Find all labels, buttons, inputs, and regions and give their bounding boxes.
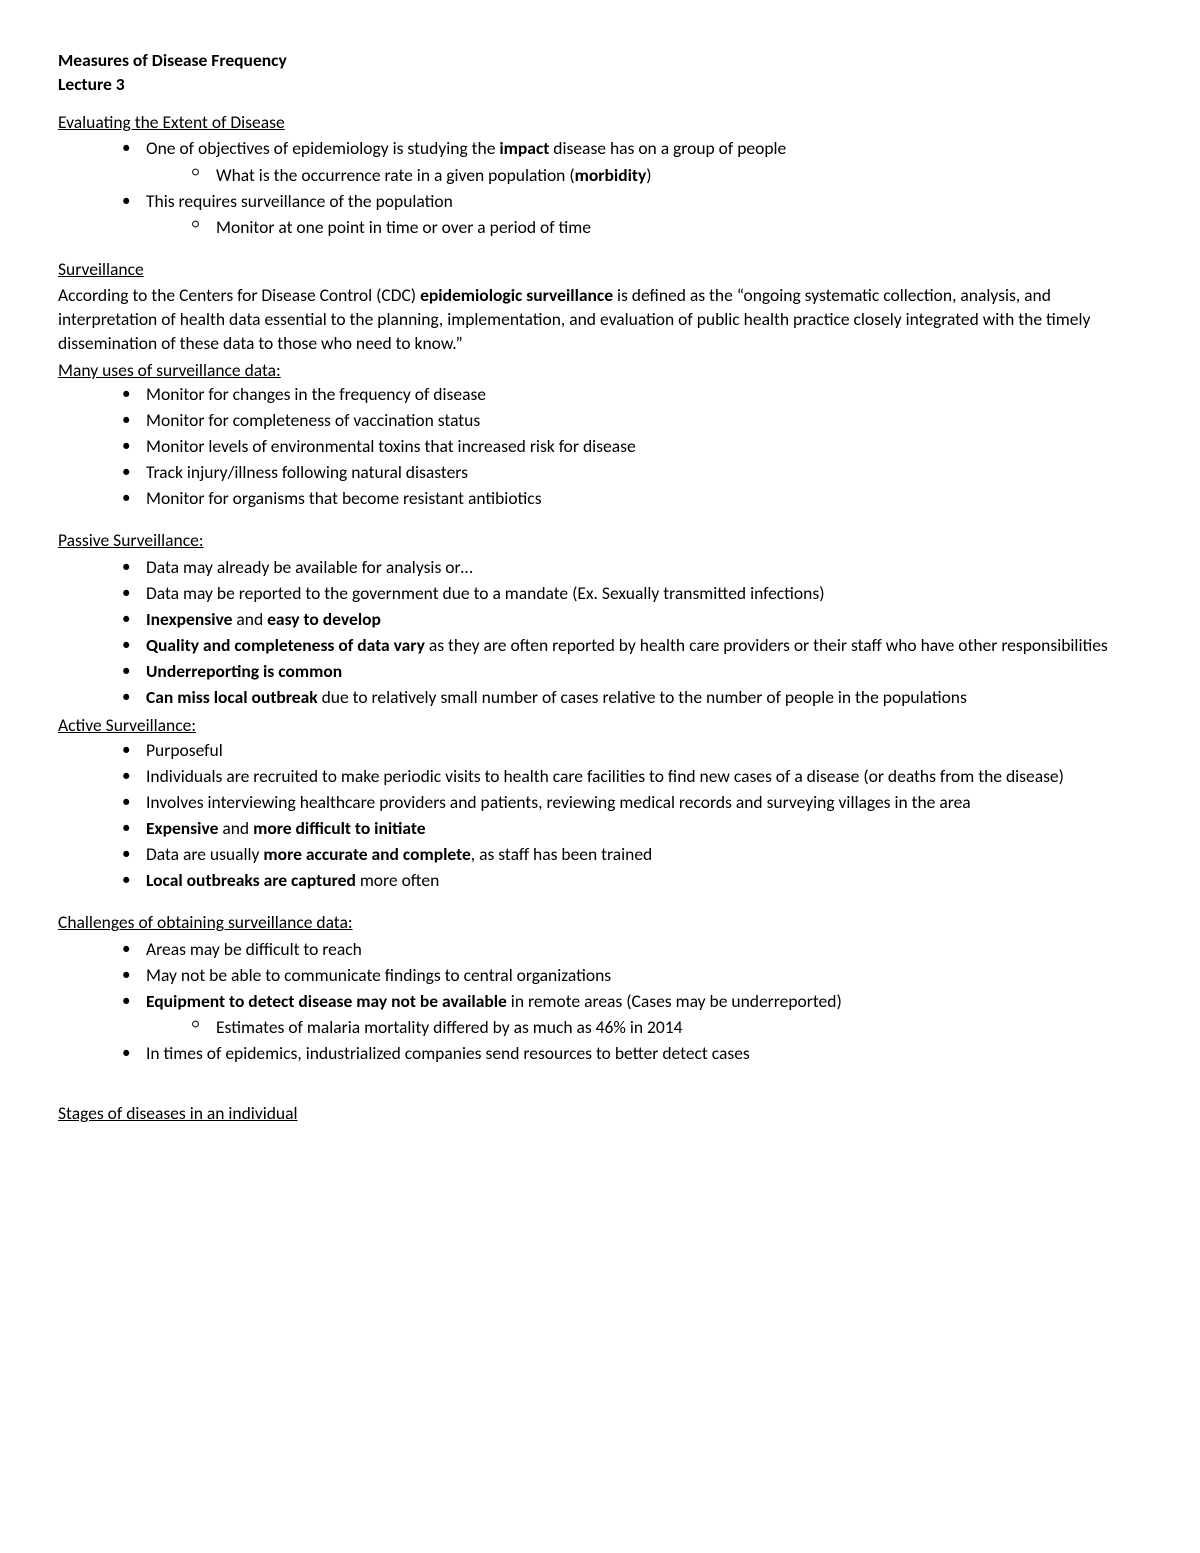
text: and [232, 608, 267, 630]
text: In times of epidemics, industrialized co… [146, 1042, 750, 1064]
list-item: Monitor for completeness of vaccination … [122, 408, 1142, 432]
list-item: Involves interviewing healthcare provide… [122, 790, 1142, 814]
evaluating-list: One of objectives of epidemiology is stu… [58, 136, 1142, 239]
list-item: Areas may be difficult to reach [122, 937, 1142, 961]
uses-list: Monitor for changes in the frequency of … [58, 382, 1142, 511]
heading-evaluating: Evaluating the Extent of Disease [58, 110, 1142, 134]
bold-text: morbidity [575, 164, 647, 186]
text: Data are usually [146, 843, 263, 865]
text: as they are often reported by health car… [425, 634, 1108, 656]
list-item: Equipment to detect disease may not be a… [122, 989, 1142, 1039]
heading-challenges: Challenges of obtaining surveillance dat… [58, 910, 1142, 934]
list-item: In times of epidemics, industrialized co… [122, 1041, 1142, 1065]
list-item: Underreporting is common [122, 659, 1142, 683]
heading-stages: Stages of diseases in an individual [58, 1101, 1142, 1125]
text: Purposeful [146, 739, 223, 761]
list-item: Monitor levels of environmental toxins t… [122, 434, 1142, 458]
text: What is the occurrence rate in a given p… [216, 164, 575, 186]
text: Individuals are recruited to make period… [146, 765, 1064, 787]
list-item: Can miss local outbreak due to relativel… [122, 685, 1142, 709]
list-item: Expensive and more difficult to initiate [122, 816, 1142, 840]
text: and [218, 817, 253, 839]
list-item: Monitor for changes in the frequency of … [122, 382, 1142, 406]
title-block: Measures of Disease Frequency Lecture 3 [58, 48, 1142, 96]
surveillance-paragraph: According to the Centers for Disease Con… [58, 283, 1142, 355]
text: This requires surveillance of the popula… [146, 190, 453, 212]
text: Estimates of malaria mortality differed … [216, 1016, 683, 1038]
text: One of objectives of epidemiology is stu… [146, 137, 499, 159]
list-item: Quality and completeness of data vary as… [122, 633, 1142, 657]
bold-text: easy to develop [267, 608, 381, 630]
text: Data may already be available for analys… [146, 556, 473, 578]
text: Monitor for organisms that become resist… [146, 487, 542, 509]
list-item: This requires surveillance of the popula… [122, 189, 1142, 239]
challenges-list: Areas may be difficult to reach May not … [58, 937, 1142, 1066]
text: , as staff has been trained [471, 843, 653, 865]
text: Monitor for completeness of vaccination … [146, 409, 480, 431]
text: ) [646, 164, 651, 186]
passive-list: Data may already be available for analys… [58, 555, 1142, 710]
sub-list: Estimates of malaria mortality differed … [146, 1015, 1142, 1039]
text: Data may be reported to the government d… [146, 582, 825, 604]
text: Areas may be difficult to reach [146, 938, 362, 960]
list-item: Data may already be available for analys… [122, 555, 1142, 579]
heading-active: Active Surveillance: [58, 713, 1142, 737]
text: Monitor at one point in time or over a p… [216, 216, 591, 238]
bold-text: Local outbreaks are captured [146, 869, 356, 891]
bold-text: Equipment to detect disease may not be a… [146, 990, 507, 1012]
text: According to the Centers for Disease Con… [58, 284, 420, 306]
bold-text: more accurate and complete [263, 843, 470, 865]
text: Involves interviewing healthcare provide… [146, 791, 971, 813]
list-item: Data may be reported to the government d… [122, 581, 1142, 605]
list-item: May not be able to communicate findings … [122, 963, 1142, 987]
heading-uses: Many uses of surveillance data: [58, 358, 1142, 382]
text: more often [356, 869, 439, 891]
heading-passive: Passive Surveillance: [58, 528, 1142, 552]
bold-text: impact [499, 137, 549, 159]
doc-subtitle: Lecture 3 [58, 72, 1142, 96]
bold-text: epidemiologic surveillance [420, 284, 613, 306]
list-item: Track injury/illness following natural d… [122, 460, 1142, 484]
bold-text: Expensive [146, 817, 218, 839]
sub-item: Estimates of malaria mortality differed … [192, 1015, 1142, 1039]
list-item: Purposeful [122, 738, 1142, 762]
list-item: One of objectives of epidemiology is stu… [122, 136, 1142, 186]
text: Monitor for changes in the frequency of … [146, 383, 486, 405]
text: due to relatively small number of cases … [318, 686, 967, 708]
bold-text: Quality and completeness of data vary [146, 634, 425, 656]
sub-list: Monitor at one point in time or over a p… [146, 215, 1142, 239]
text: in remote areas (Cases may be underrepor… [507, 990, 842, 1012]
bold-text: Can miss local outbreak [146, 686, 318, 708]
doc-title: Measures of Disease Frequency [58, 48, 1142, 72]
list-item: Local outbreaks are captured more often [122, 868, 1142, 892]
sub-item: Monitor at one point in time or over a p… [192, 215, 1142, 239]
sub-item: What is the occurrence rate in a given p… [192, 163, 1142, 187]
list-item: Monitor for organisms that become resist… [122, 486, 1142, 510]
list-item: Data are usually more accurate and compl… [122, 842, 1142, 866]
list-item: Individuals are recruited to make period… [122, 764, 1142, 788]
bold-text: Inexpensive [146, 608, 232, 630]
bold-text: Underreporting is common [146, 660, 342, 682]
active-list: Purposeful Individuals are recruited to … [58, 738, 1142, 893]
bold-text: more difficult to initiate [253, 817, 425, 839]
text: Monitor levels of environmental toxins t… [146, 435, 636, 457]
text: May not be able to communicate findings … [146, 964, 611, 986]
list-item: Inexpensive and easy to develop [122, 607, 1142, 631]
sub-list: What is the occurrence rate in a given p… [146, 163, 1142, 187]
heading-surveillance: Surveillance [58, 257, 1142, 281]
text: disease has on a group of people [549, 137, 786, 159]
text: Track injury/illness following natural d… [146, 461, 468, 483]
